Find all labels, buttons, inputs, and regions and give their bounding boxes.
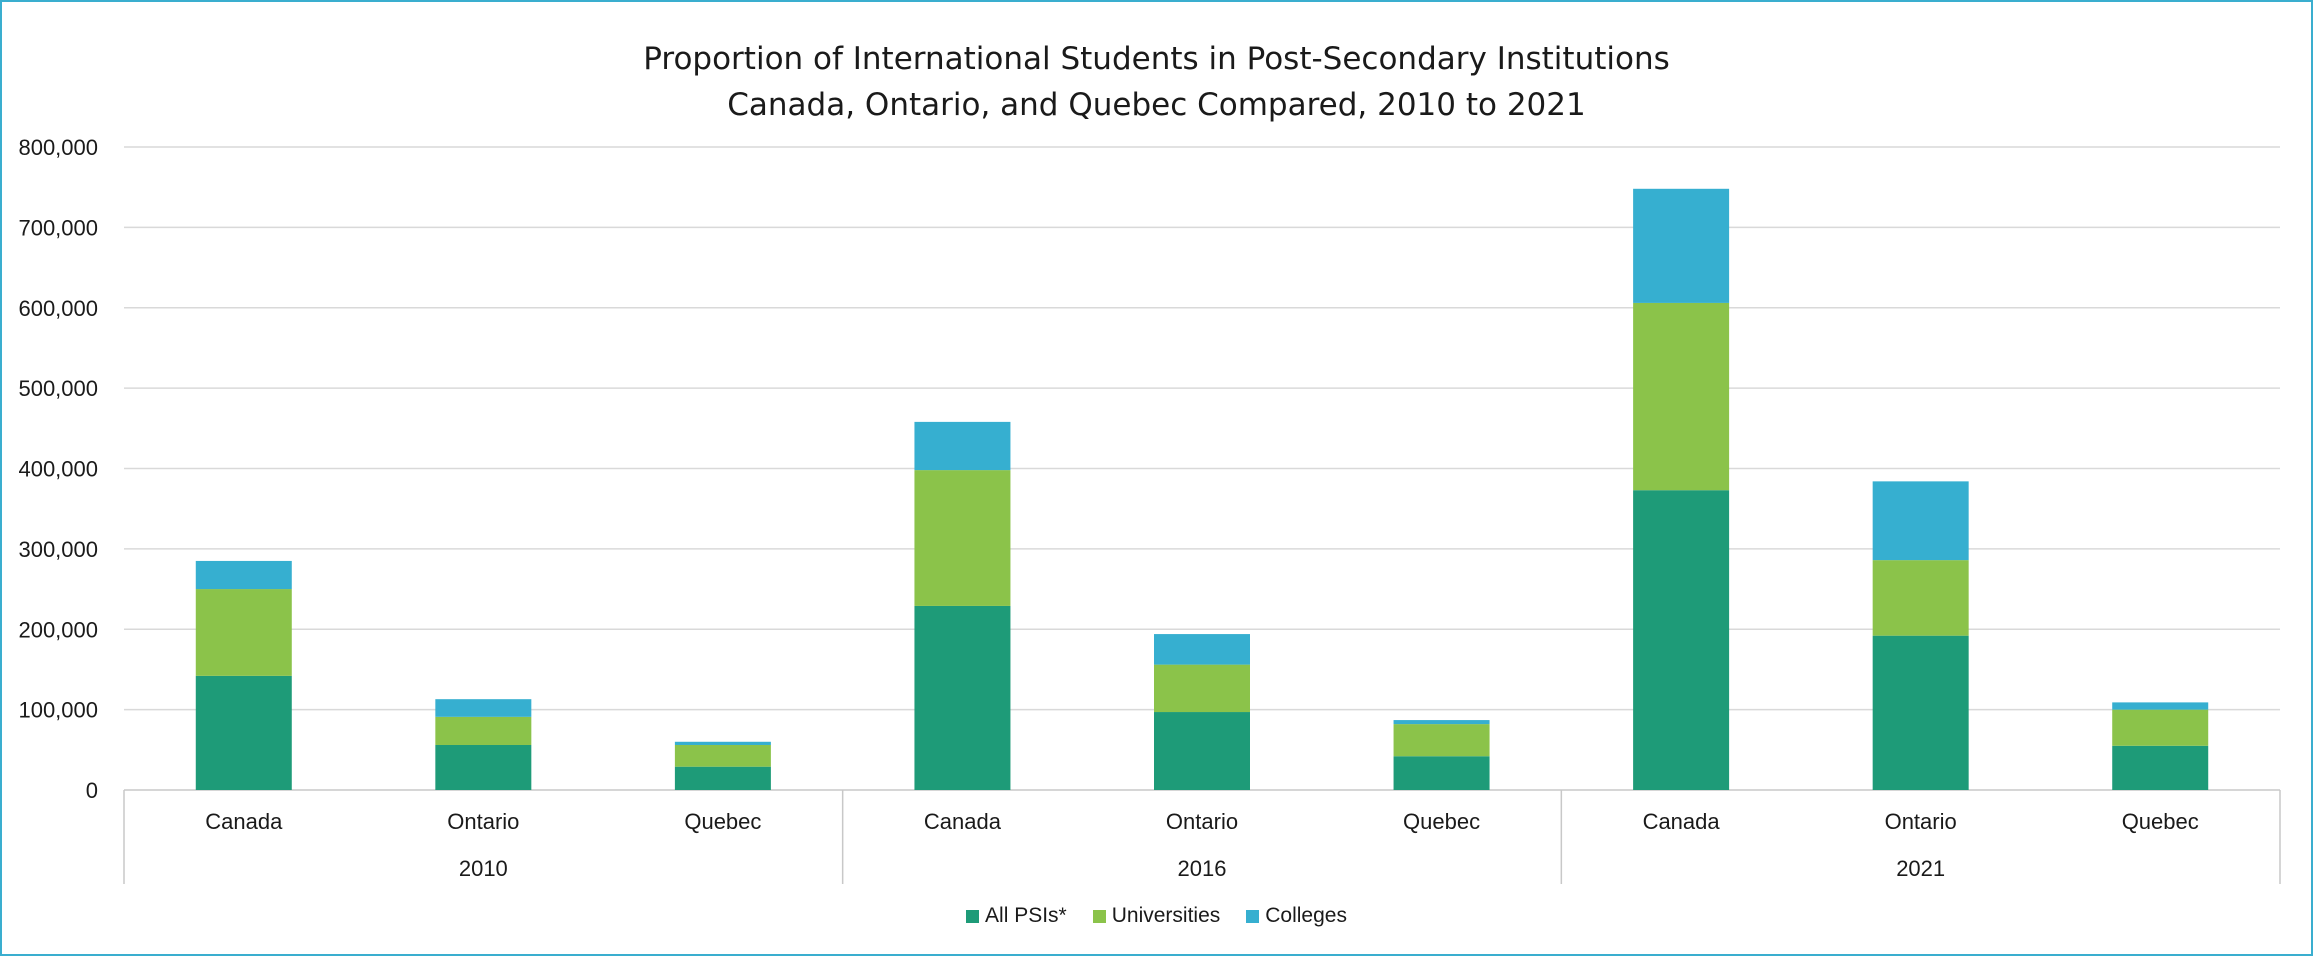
bar-segment (1872, 635, 1969, 790)
bar-segment (1393, 756, 1490, 790)
y-tick-label: 300,000 (18, 537, 98, 562)
bar-segment (1154, 664, 1250, 713)
bar-segment (914, 470, 1011, 606)
bar-segment (2112, 702, 2209, 710)
bar-segment (1393, 720, 1490, 725)
bar-segment (1872, 560, 1969, 636)
bar-segment (914, 605, 1011, 790)
y-tick-label: 700,000 (18, 215, 98, 240)
bar-segment (195, 675, 292, 790)
y-tick-label: 400,000 (18, 457, 98, 482)
x-category-label: Ontario (447, 809, 519, 834)
bar-segment (1154, 712, 1250, 790)
bar-segment (674, 744, 771, 767)
legend-label: All PSIs* (985, 904, 1067, 927)
bar-segment (1633, 302, 1730, 491)
legend-swatch (1246, 909, 1260, 923)
x-category-label: Ontario (1885, 809, 1957, 834)
bar-segment (195, 589, 292, 676)
legend-item: Universities (1092, 904, 1221, 928)
chart-subtitle: Canada, Ontario, and Quebec Compared, 20… (727, 87, 1586, 123)
y-tick-label: 0 (86, 778, 98, 803)
x-category-label: Quebec (2122, 809, 2199, 834)
chart-legend: All PSIs* Universities Colleges (2, 904, 2311, 928)
bar-segment (1633, 188, 1730, 303)
bar-segment (195, 560, 292, 590)
x-group-label: 2010 (459, 856, 508, 881)
y-tick-label: 600,000 (18, 296, 98, 321)
bar-segment (1872, 481, 1969, 561)
bar-segment (914, 421, 1011, 471)
legend-label: Universities (1111, 904, 1221, 927)
y-tick-label: 800,000 (18, 135, 98, 160)
bar-segment (2112, 745, 2209, 790)
legend-swatch (966, 909, 980, 923)
x-category-label: Canada (1643, 809, 1721, 834)
legend-swatch (1092, 909, 1106, 923)
x-category-label: Canada (205, 809, 283, 834)
bar-segment (435, 744, 532, 790)
y-tick-label: 100,000 (18, 698, 98, 723)
x-group-label: 2021 (1896, 856, 1945, 881)
chart-title-block: Proportion of International Students in … (2, 36, 2311, 128)
x-group-label: 2016 (1178, 856, 1227, 881)
bar-segment (435, 716, 532, 745)
x-category-label: Quebec (684, 809, 761, 834)
x-category-label: Ontario (1166, 809, 1238, 834)
bar-segment (435, 699, 532, 717)
y-tick-label: 500,000 (18, 376, 98, 401)
bar-segment (2112, 709, 2209, 746)
x-category-label: Quebec (1403, 809, 1480, 834)
y-tick-label: 200,000 (18, 617, 98, 642)
bar-segment (674, 766, 771, 790)
legend-item: All PSIs* (966, 904, 1067, 928)
legend-item: Colleges (1246, 904, 1347, 928)
bar-segment (674, 741, 771, 745)
chart-title: Proportion of International Students in … (643, 41, 1670, 77)
legend-label: Colleges (1265, 904, 1347, 927)
bar-segment (1633, 490, 1730, 790)
bar-segment (1154, 634, 1250, 665)
x-category-label: Canada (924, 809, 1002, 834)
bar-segment (1393, 724, 1490, 757)
